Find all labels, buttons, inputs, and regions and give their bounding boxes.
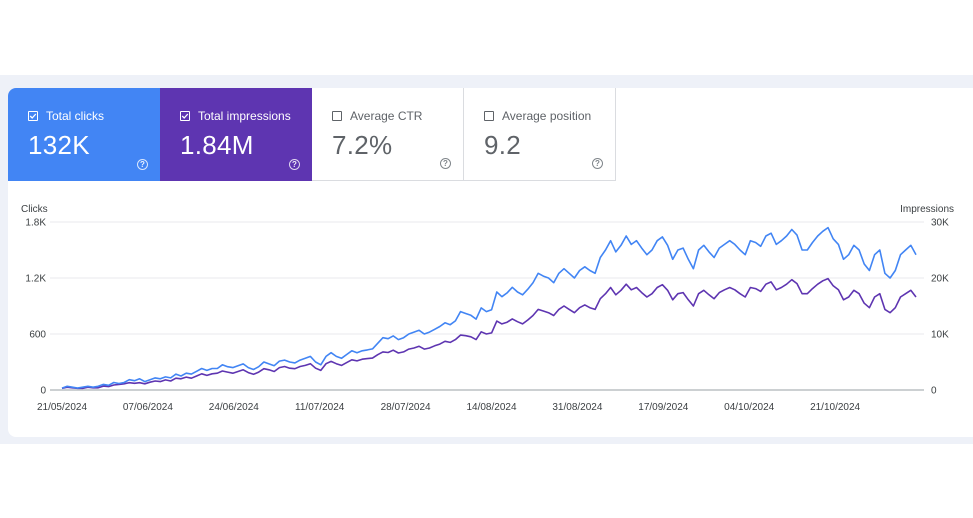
metric-label: Total impressions	[198, 109, 291, 123]
series-lines	[61, 226, 917, 390]
metric-value: 9.2	[484, 130, 522, 160]
x-tick-label: 21/10/2024	[810, 402, 860, 413]
x-tick-label: 28/07/2024	[381, 402, 431, 413]
left-tick-label: 0	[40, 386, 46, 397]
series-line-impressions	[61, 277, 917, 390]
left-tick-label: 600	[29, 330, 46, 341]
help-icon[interactable]: ?	[289, 159, 300, 170]
left-tick-label: 1.2K	[25, 274, 46, 285]
x-axis-ticks: 21/05/2024 07/06/2024 24/06/2024 11/07/2024…	[37, 402, 861, 413]
metric-label: Average position	[502, 109, 592, 123]
metric-tiles: Total clicks 132K ? Total impressions 1.…	[8, 88, 618, 182]
help-icon[interactable]: ?	[440, 158, 451, 169]
metric-value: 7.2%	[332, 130, 393, 160]
help-icon[interactable]: ?	[592, 158, 603, 169]
right-tick-label: 20K	[931, 274, 949, 285]
metric-tile-average-ctr[interactable]: Average CTR 7.2% ?	[312, 88, 464, 181]
x-tick-label: 31/08/2024	[552, 402, 602, 413]
metric-value: 132K	[28, 130, 90, 160]
x-tick-label: 11/07/2024	[295, 402, 345, 413]
right-tick-label: 10K	[931, 330, 949, 341]
checkbox-checked-icon[interactable]	[28, 111, 38, 121]
metric-label: Total clicks	[46, 109, 105, 123]
x-tick-label: 07/06/2024	[123, 402, 173, 413]
checkbox-unchecked-icon[interactable]	[484, 111, 494, 121]
x-tick-label: 14/08/2024	[466, 402, 516, 413]
x-tick-label: 21/05/2024	[37, 402, 87, 413]
metric-tile-total-impressions[interactable]: Total impressions 1.84M ?	[160, 88, 312, 181]
right-tick-label: 30K	[931, 218, 949, 229]
left-axis-ticks: 0 600 1.2K 1.8K	[25, 218, 46, 397]
right-axis-title: Impressions	[900, 204, 954, 215]
left-axis-title: Clicks	[21, 204, 48, 215]
metric-tile-total-clicks[interactable]: Total clicks 132K ?	[8, 88, 160, 181]
series-line-clicks	[61, 226, 917, 389]
metric-tile-average-position[interactable]: Average position 9.2 ?	[464, 88, 616, 181]
checkbox-unchecked-icon[interactable]	[332, 111, 342, 121]
x-tick-label: 04/10/2024	[724, 402, 774, 413]
left-tick-label: 1.8K	[25, 218, 46, 229]
metric-label: Average CTR	[350, 109, 423, 123]
x-tick-label: 24/06/2024	[209, 402, 259, 413]
right-axis-ticks: 0 10K 20K 30K	[931, 218, 949, 397]
gridlines	[50, 221, 924, 391]
checkbox-checked-icon[interactable]	[180, 111, 190, 121]
help-icon[interactable]: ?	[137, 159, 148, 170]
right-tick-label: 0	[931, 386, 937, 397]
performance-card: Total clicks 132K ? Total impressions 1.…	[8, 88, 973, 437]
x-tick-label: 17/09/2024	[638, 402, 688, 413]
metric-value: 1.84M	[180, 130, 254, 160]
